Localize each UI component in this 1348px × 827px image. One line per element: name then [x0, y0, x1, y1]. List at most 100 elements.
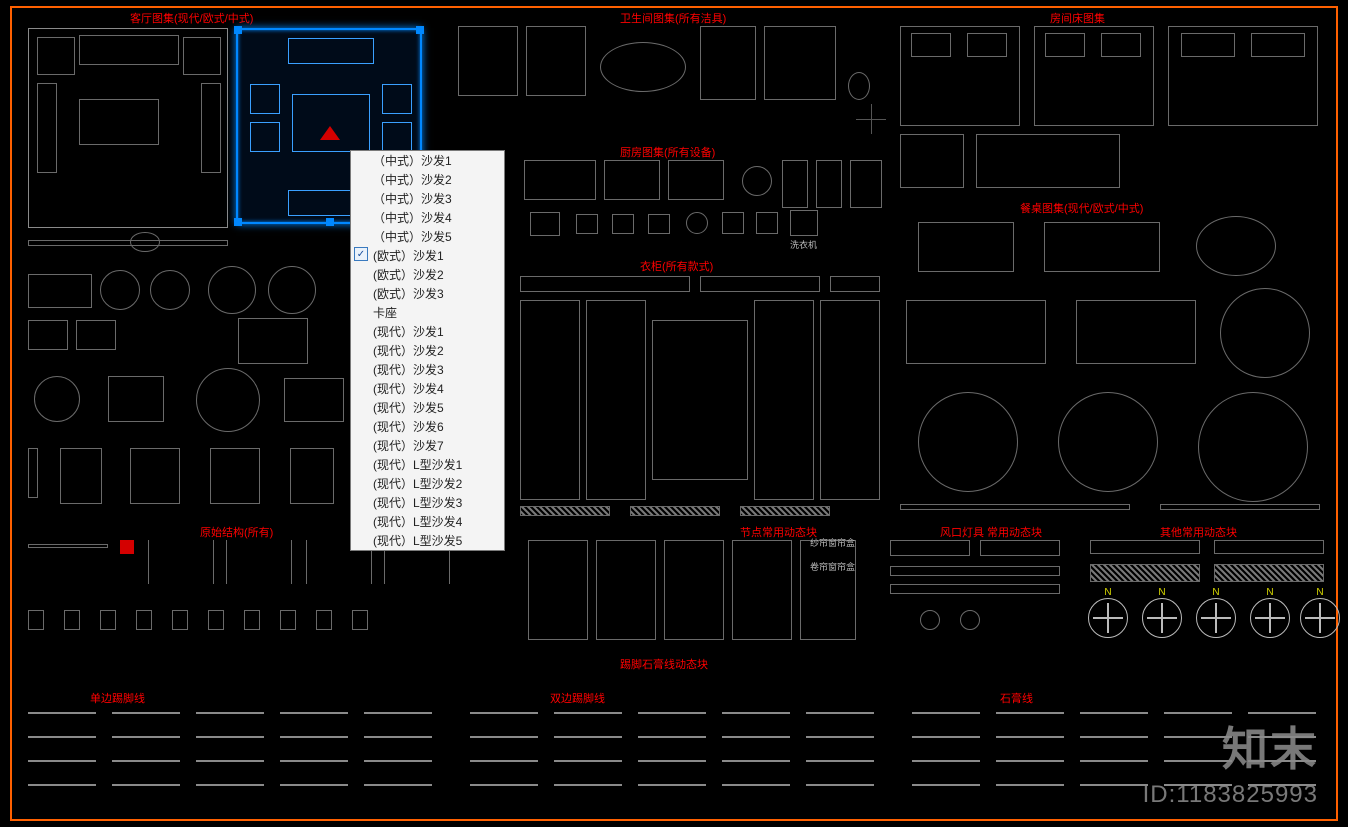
compass-icon[interactable]: N: [1300, 598, 1340, 638]
detail-panel[interactable]: [596, 540, 656, 640]
bedside[interactable]: [900, 134, 964, 188]
skirting-segment[interactable]: [280, 736, 348, 738]
symbol[interactable]: [352, 610, 368, 630]
symbol[interactable]: [28, 610, 44, 630]
skirting-segment[interactable]: [470, 784, 538, 786]
symbol[interactable]: [244, 610, 260, 630]
skirting-segment[interactable]: [112, 736, 180, 738]
detail-panel[interactable]: [664, 540, 724, 640]
tv-unit[interactable]: [28, 240, 228, 246]
skirting-segment[interactable]: [912, 784, 980, 786]
skirting-segment[interactable]: [470, 712, 538, 714]
washer-dryer[interactable]: [790, 210, 818, 236]
wardrobe-module[interactable]: [520, 300, 580, 500]
wall-seg[interactable]: [28, 544, 108, 548]
bed[interactable]: [976, 134, 1120, 188]
vent[interactable]: [980, 540, 1060, 556]
skirting-segment[interactable]: [806, 760, 874, 762]
skirting-segment[interactable]: [1164, 760, 1232, 762]
round-chair[interactable]: [268, 266, 316, 314]
skirting-segment[interactable]: [28, 784, 96, 786]
sideboard[interactable]: [1160, 504, 1320, 510]
dropdown-item[interactable]: （中式）沙发3: [351, 189, 504, 208]
symbol[interactable]: [136, 610, 152, 630]
detail-panel[interactable]: [732, 540, 792, 640]
sofa-small[interactable]: [28, 274, 92, 308]
skirting-segment[interactable]: [554, 736, 622, 738]
symbol[interactable]: [280, 610, 296, 630]
skirting-segment[interactable]: [196, 712, 264, 714]
cad-canvas[interactable]: 客厅图集(现代/欧式/中式) 卫生间图集(所有洁具) 房间床图集 厨房图集(所有…: [0, 0, 1348, 827]
skirting-segment[interactable]: [806, 736, 874, 738]
skirting-segment[interactable]: [364, 784, 432, 786]
compass-icon[interactable]: N: [1196, 598, 1236, 638]
dropdown-item[interactable]: (现代）L型沙发3: [351, 493, 504, 512]
symbol[interactable]: [316, 610, 332, 630]
dropdown-item[interactable]: (现代）L型沙发2: [351, 474, 504, 493]
symbol[interactable]: [64, 610, 80, 630]
skirting-segment[interactable]: [1248, 784, 1316, 786]
appliance[interactable]: [612, 214, 634, 234]
bathtub[interactable]: [600, 42, 686, 92]
door-arc[interactable]: [226, 540, 292, 584]
skirting-segment[interactable]: [722, 784, 790, 786]
round-table[interactable]: [34, 376, 80, 422]
grip-icon[interactable]: [326, 218, 334, 226]
grille[interactable]: [1090, 564, 1200, 582]
compass-icon[interactable]: N: [1088, 598, 1128, 638]
dropdown-item[interactable]: (现代）沙发7: [351, 436, 504, 455]
dining-6[interactable]: [1044, 222, 1160, 272]
light-track[interactable]: [890, 584, 1060, 594]
skirting-segment[interactable]: [638, 760, 706, 762]
skirting-segment[interactable]: [1248, 712, 1316, 714]
equipment[interactable]: [210, 448, 260, 504]
shower-stall[interactable]: [700, 26, 756, 100]
skirting-segment[interactable]: [996, 784, 1064, 786]
dropdown-item[interactable]: (现代）沙发2: [351, 341, 504, 360]
skirting-segment[interactable]: [28, 760, 96, 762]
grip-icon[interactable]: [234, 26, 242, 34]
dining-round-10[interactable]: [1058, 392, 1158, 492]
skirting-segment[interactable]: [196, 760, 264, 762]
skirting-segment[interactable]: [806, 784, 874, 786]
skirting-segment[interactable]: [1080, 712, 1148, 714]
door-arc[interactable]: [148, 540, 214, 584]
skirting-segment[interactable]: [1164, 784, 1232, 786]
round-chair[interactable]: [100, 270, 140, 310]
skirting-segment[interactable]: [1080, 760, 1148, 762]
light-track[interactable]: [890, 566, 1060, 576]
equipment[interactable]: [290, 448, 334, 504]
skirting-segment[interactable]: [554, 784, 622, 786]
skirting-segment[interactable]: [112, 760, 180, 762]
grip-icon[interactable]: [234, 218, 242, 226]
appliance[interactable]: [648, 214, 670, 234]
fridge-double[interactable]: [850, 160, 882, 208]
dining-4[interactable]: [918, 222, 1014, 272]
skirting-segment[interactable]: [364, 760, 432, 762]
skirting-segment[interactable]: [554, 712, 622, 714]
desk[interactable]: [284, 378, 344, 422]
appliance[interactable]: [686, 212, 708, 234]
appliance[interactable]: [756, 212, 778, 234]
wardrobe-module[interactable]: [754, 300, 814, 500]
skirting-segment[interactable]: [912, 760, 980, 762]
skirting-segment[interactable]: [470, 760, 538, 762]
living-set-modern[interactable]: [28, 28, 228, 228]
wardrobe-top[interactable]: [830, 276, 880, 292]
dropdown-item[interactable]: (现代）沙发3: [351, 360, 504, 379]
curtain[interactable]: [800, 540, 856, 640]
dropdown-item[interactable]: (现代）L型沙发1: [351, 455, 504, 474]
basin-cabinet[interactable]: [526, 26, 586, 96]
compass-icon[interactable]: N: [1142, 598, 1182, 638]
skirting-segment[interactable]: [1080, 736, 1148, 738]
appliance[interactable]: [576, 214, 598, 234]
dining-round-8[interactable]: [1220, 288, 1310, 378]
sink[interactable]: [604, 160, 660, 200]
seat[interactable]: [28, 320, 68, 350]
skirting-segment[interactable]: [996, 712, 1064, 714]
round-dining[interactable]: [196, 368, 260, 432]
skirting-segment[interactable]: [722, 712, 790, 714]
block-list-dropdown[interactable]: （中式）沙发1（中式）沙发2（中式）沙发3（中式）沙发4（中式）沙发5(欧式）沙…: [350, 150, 505, 551]
skirting-segment[interactable]: [196, 784, 264, 786]
appliance[interactable]: [530, 212, 560, 236]
